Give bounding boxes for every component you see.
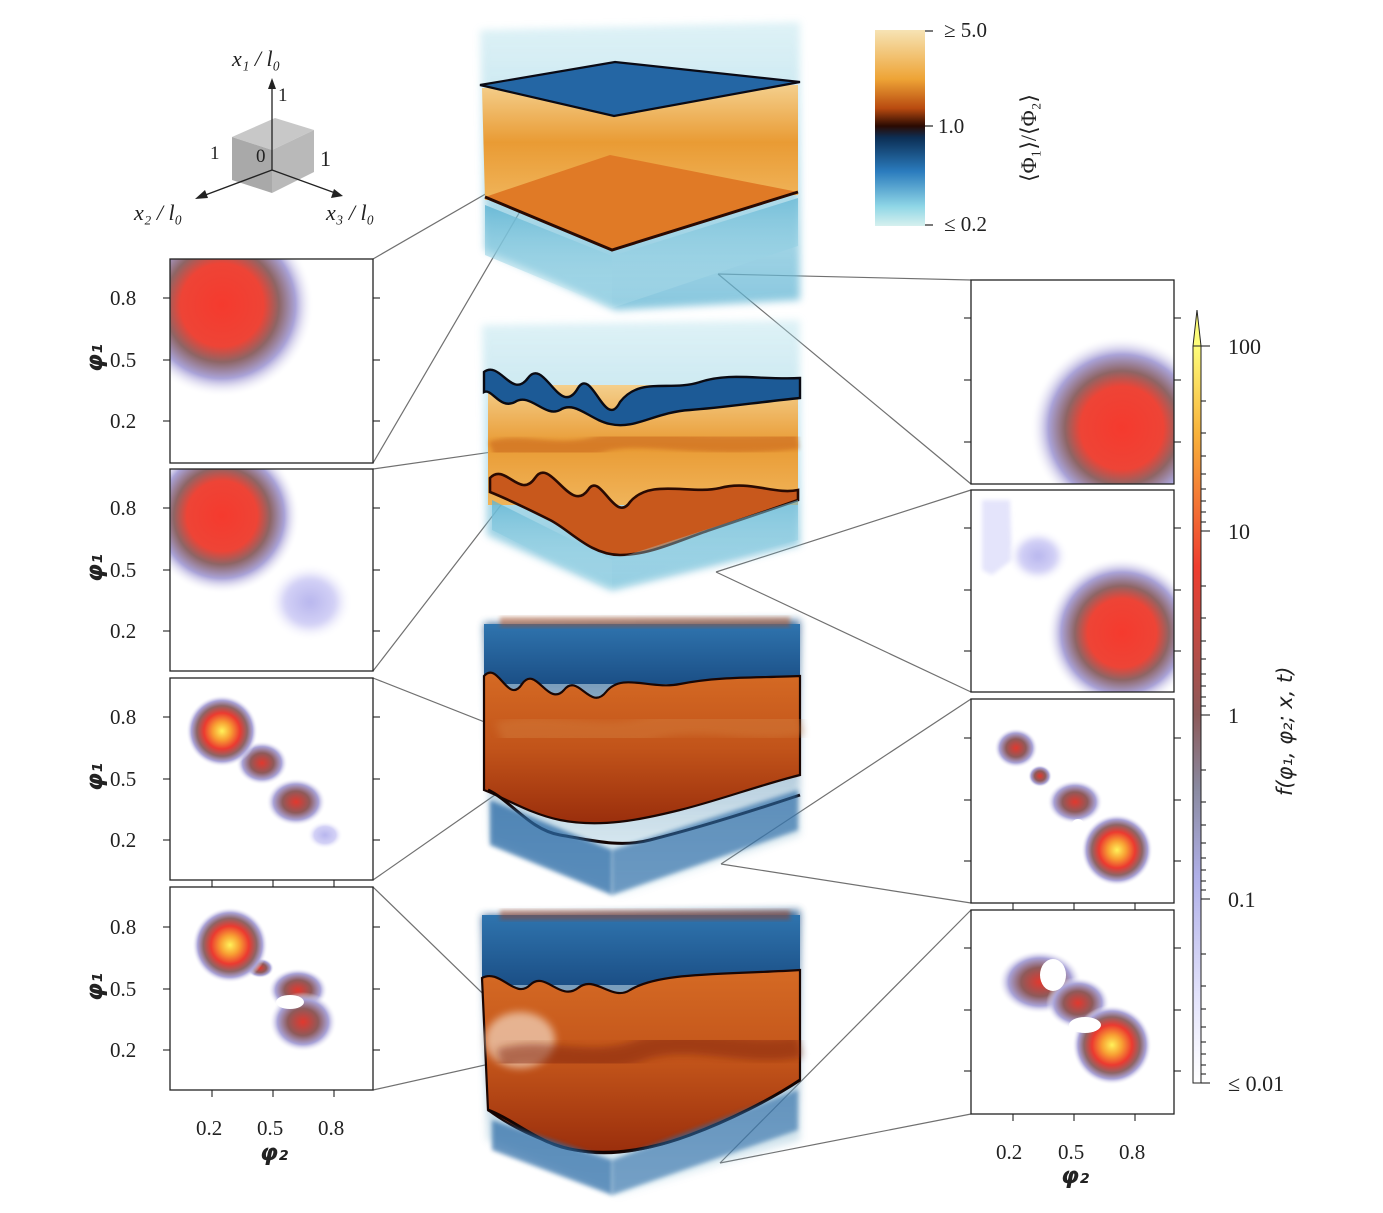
left-p4-ylabel: φ₁ xyxy=(82,973,108,1001)
glyph-cube-top xyxy=(232,118,314,150)
cube-stage-3 xyxy=(482,617,804,895)
x2-arrow-icon xyxy=(195,190,208,199)
left-p2-ylabel: φ₁ xyxy=(82,554,108,582)
left-p3-ylabel: φ₁ xyxy=(82,763,108,791)
pdf-blob-hot xyxy=(1072,1005,1152,1085)
pdf-tick-10: 10 xyxy=(1228,519,1250,544)
pdf-blob-hot xyxy=(192,907,268,983)
pdf-blob xyxy=(170,469,300,594)
pdf-blob xyxy=(994,728,1038,768)
left-xtick-1: 0.5 xyxy=(257,1116,283,1140)
left-p4-ytick-1: 0.5 xyxy=(110,977,136,1001)
right-panel-3 xyxy=(970,698,1175,904)
glyph-cube-left xyxy=(232,137,272,193)
pdf-colorbar-gradient xyxy=(1192,345,1202,1084)
pdf-blob xyxy=(1046,557,1174,692)
lower-interface-plane xyxy=(485,155,798,250)
x3-arrow-icon xyxy=(331,189,343,198)
left-p1-ytick-1: 0.5 xyxy=(110,348,136,372)
glyph-cube-right xyxy=(272,130,314,193)
pdf-tick-min: ≤ 0.01 xyxy=(1228,1071,1284,1096)
left-x-axis: 0.2 0.5 0.8 φ₂ xyxy=(196,1116,344,1166)
pdf-tick-0-1: 0.1 xyxy=(1228,887,1256,912)
ratio-colorbar-label: ⟨Φ₁⟩/⟨Φ₂⟩ xyxy=(1016,94,1041,182)
left-xtick-2: 0.8 xyxy=(318,1116,344,1140)
left-p1-ylabel: φ₁ xyxy=(82,344,108,372)
pdf-blob-faint xyxy=(307,821,343,849)
axes-glyph: x₁ / l₀ x₂ / l₀ x₃ / l₀ 1 1 1 0 xyxy=(133,46,374,225)
right-xtick-0: 0.2 xyxy=(996,1140,1022,1164)
left-xlabel: φ₂ xyxy=(260,1140,288,1166)
right-xtick-2: 0.8 xyxy=(1119,1140,1145,1164)
pdf-blob-faint xyxy=(268,564,352,640)
left-panel-2 xyxy=(169,468,374,672)
x2-axis-label: x₂ / l₀ xyxy=(133,200,182,225)
left-p1-ytick-2: 0.2 xyxy=(110,409,136,433)
origin-tick-zero: 0 xyxy=(256,146,266,167)
left-panel-4 xyxy=(169,886,374,1091)
x3-axis-label: x₃ / l₀ xyxy=(325,200,374,225)
pdf-blob-hot xyxy=(186,695,258,767)
pdf-blob-hot xyxy=(1081,814,1153,886)
left-y-tick-labels: 0.8 0.5 0.2 0.8 0.5 0.2 0.8 0.5 0.2 0.8 … xyxy=(110,286,136,1062)
left-panel-1 xyxy=(169,258,374,464)
right-panel-2 xyxy=(970,489,1175,693)
right-panel-1 xyxy=(970,279,1175,485)
cube-stage-2 xyxy=(482,320,802,590)
right-xtick-1: 0.5 xyxy=(1058,1140,1084,1164)
pdf-blob xyxy=(1030,336,1174,484)
left-y-axis-labels: φ₁ φ₁ φ₁ φ₁ xyxy=(82,344,108,1001)
cube-stage-1 xyxy=(479,22,801,310)
pdf-colorbar-label: f(φ₁, φ₂; x, t) xyxy=(1273,667,1297,796)
left-xtick-0: 0.2 xyxy=(196,1116,222,1140)
x1-arrow-icon xyxy=(268,78,276,89)
left-p2-ytick-1: 0.5 xyxy=(110,558,136,582)
pdf-colorbar: 100 10 1 0.1 ≤ 0.01 f(φ₁, φ₂; x, t) xyxy=(1192,309,1297,1096)
left-p3-ytick-1: 0.5 xyxy=(110,767,136,791)
ratio-tick-max: ≥ 5.0 xyxy=(944,18,987,42)
right-xlabel: φ₂ xyxy=(1061,1163,1089,1189)
ratio-tick-one: 1.0 xyxy=(938,114,964,138)
x3-tick-one: 1 xyxy=(320,146,331,171)
pdf-blob xyxy=(1028,765,1052,787)
left-p1-ytick-0: 0.8 xyxy=(110,286,136,310)
left-p3-ytick-0: 0.8 xyxy=(110,705,136,729)
right-tick-marks xyxy=(964,317,1181,1121)
x3-axis-line xyxy=(271,169,339,195)
lower-wavy-interface xyxy=(488,471,800,557)
pdf-blob xyxy=(1047,780,1103,824)
pdf-tick-1: 1 xyxy=(1228,703,1239,728)
left-p4-ytick-0: 0.8 xyxy=(110,915,136,939)
pdf-colorbar-extend-icon xyxy=(1192,309,1202,347)
left-p2-ytick-2: 0.2 xyxy=(110,619,136,643)
right-x-axis: 0.2 0.5 0.8 φ₂ xyxy=(996,1140,1145,1189)
left-p3-ytick-2: 0.2 xyxy=(110,828,136,852)
upper-wavy-interface xyxy=(482,368,802,427)
left-p4-ytick-2: 0.2 xyxy=(110,1038,136,1062)
left-panel-3 xyxy=(169,677,374,881)
left-p2-ytick-0: 0.8 xyxy=(110,496,136,520)
ratio-colorbar-gradient xyxy=(875,30,925,226)
x1-axis-label: x₁ / l₀ xyxy=(231,46,280,71)
pdf-blob-faint xyxy=(1008,530,1068,582)
upper-interface-plane xyxy=(479,60,801,118)
left-tick-marks xyxy=(163,297,380,1097)
pdf-blob xyxy=(170,259,314,397)
right-panel-4 xyxy=(970,909,1175,1115)
pdf-blob xyxy=(266,778,326,826)
x2-axis-line xyxy=(199,169,273,198)
ratio-colorbar: ≥ 5.0 1.0 ≤ 0.2 ⟨Φ₁⟩/⟨Φ₂⟩ xyxy=(875,18,1041,236)
x1-tick-one: 1 xyxy=(278,85,288,106)
cube-stage-4 xyxy=(480,910,803,1195)
ratio-tick-min: ≤ 0.2 xyxy=(944,212,987,236)
x2-tick-one: 1 xyxy=(210,143,220,164)
pdf-tick-100: 100 xyxy=(1228,334,1261,359)
